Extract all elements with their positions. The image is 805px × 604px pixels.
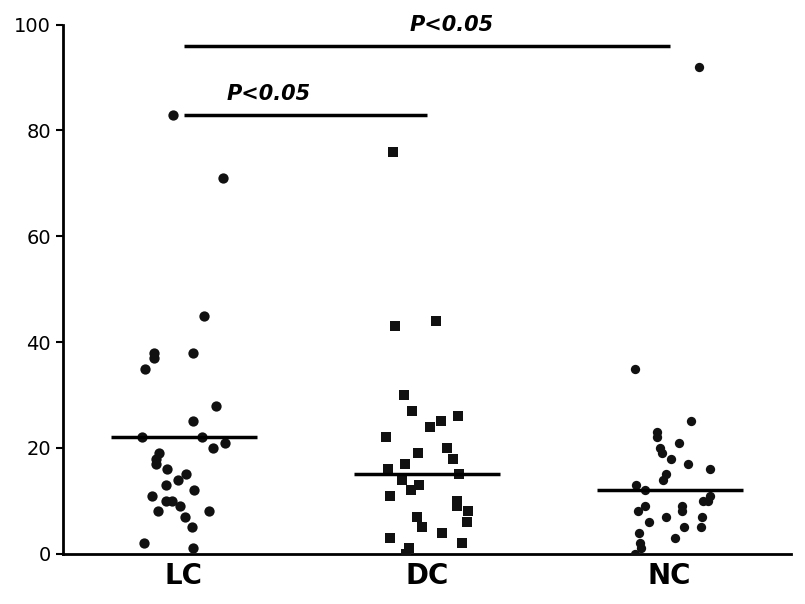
Point [441, 443, 454, 453]
Point [412, 480, 425, 490]
Point [655, 448, 668, 458]
Point [460, 517, 473, 527]
Point [676, 501, 689, 511]
Point [638, 501, 651, 511]
Point [186, 348, 199, 358]
Point [411, 448, 424, 458]
Point [404, 486, 417, 495]
Point [696, 512, 709, 522]
Point [188, 486, 200, 495]
Point [659, 512, 672, 522]
Point [675, 507, 688, 516]
Point [402, 544, 415, 553]
Point [411, 512, 423, 522]
Point [180, 469, 192, 479]
Point [203, 507, 216, 516]
Point [160, 464, 173, 474]
Point [219, 438, 232, 448]
Point [678, 522, 691, 532]
Point [684, 417, 697, 426]
Point [415, 522, 428, 532]
Point [198, 311, 211, 321]
Point [152, 448, 165, 458]
Point [135, 432, 148, 442]
Point [388, 321, 401, 331]
Point [682, 459, 695, 469]
Point [150, 454, 163, 463]
Point [435, 417, 448, 426]
Point [384, 533, 397, 543]
Point [386, 147, 399, 156]
Point [673, 438, 686, 448]
Point [455, 538, 468, 548]
Point [399, 459, 412, 469]
Point [430, 316, 443, 326]
Text: P<0.05: P<0.05 [409, 15, 493, 35]
Point [147, 353, 160, 363]
Point [461, 507, 474, 516]
Point [629, 364, 642, 373]
Point [186, 522, 199, 532]
Point [654, 443, 667, 453]
Point [632, 507, 645, 516]
Point [642, 517, 655, 527]
Point [139, 364, 152, 373]
Point [633, 528, 646, 538]
Point [396, 475, 409, 484]
Point [695, 522, 708, 532]
Point [451, 501, 464, 511]
Point [634, 538, 646, 548]
Point [702, 496, 715, 506]
Point [187, 544, 200, 553]
Point [207, 443, 220, 453]
Point [187, 417, 200, 426]
Point [638, 486, 651, 495]
Point [209, 401, 222, 411]
Point [146, 490, 159, 500]
Point [159, 496, 172, 506]
Point [151, 507, 164, 516]
Point [651, 427, 664, 437]
Point [664, 454, 677, 463]
Point [171, 475, 184, 484]
Point [692, 62, 705, 72]
Point [657, 475, 670, 484]
Point [704, 464, 716, 474]
Point [696, 496, 709, 506]
Point [399, 549, 412, 559]
Point [138, 538, 151, 548]
Point [147, 348, 160, 358]
Point [379, 432, 392, 442]
Point [451, 496, 464, 506]
Point [167, 110, 180, 120]
Point [452, 469, 465, 479]
Point [704, 490, 716, 500]
Point [436, 528, 448, 538]
Point [634, 544, 647, 553]
Point [630, 480, 642, 490]
Point [405, 406, 418, 416]
Point [669, 533, 682, 543]
Point [452, 411, 464, 421]
Point [217, 173, 230, 183]
Point [382, 464, 394, 474]
Point [196, 432, 208, 442]
Point [651, 432, 664, 442]
Point [383, 490, 396, 500]
Point [659, 469, 672, 479]
Point [166, 496, 179, 506]
Point [398, 390, 411, 400]
Point [174, 501, 187, 511]
Point [424, 422, 437, 432]
Point [150, 459, 163, 469]
Point [629, 549, 642, 559]
Text: P<0.05: P<0.05 [227, 84, 311, 104]
Point [179, 512, 192, 522]
Point [159, 480, 172, 490]
Point [447, 454, 460, 463]
